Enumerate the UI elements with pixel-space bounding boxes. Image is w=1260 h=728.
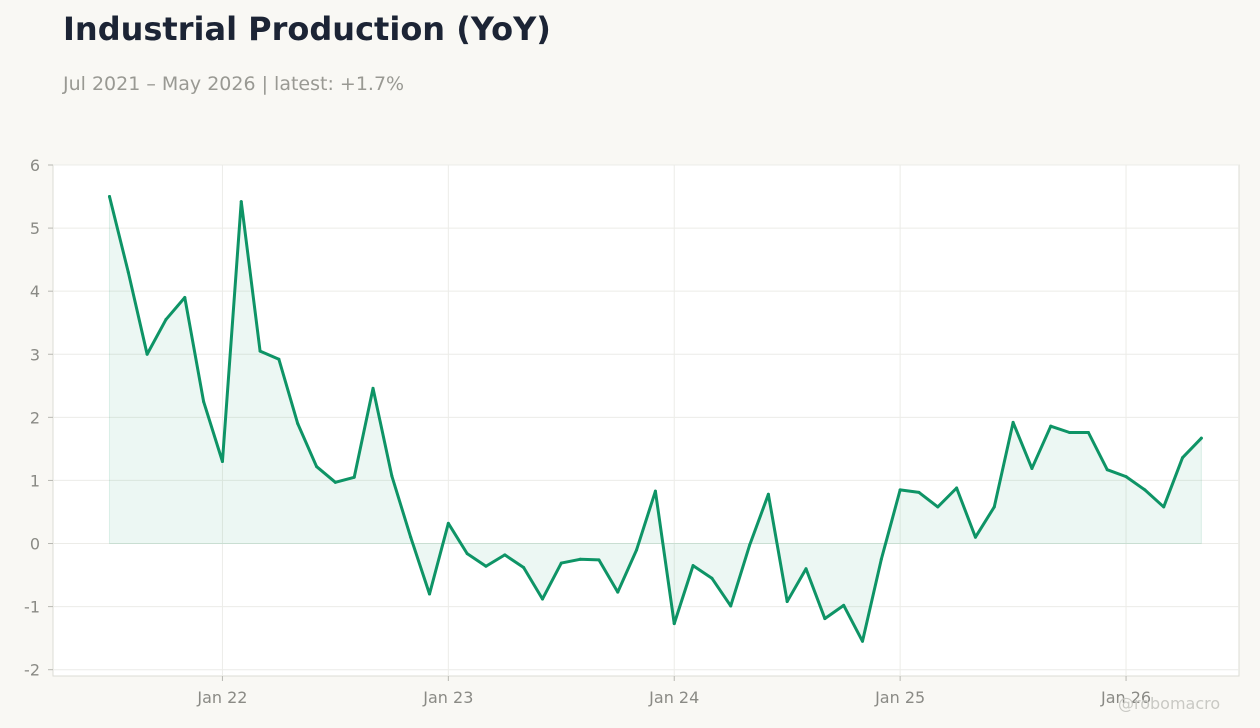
grid-lines bbox=[53, 164, 1239, 676]
series-point bbox=[860, 639, 864, 643]
series-points bbox=[107, 195, 1203, 643]
x-tick-label: Jan 22 bbox=[196, 688, 247, 707]
series-point bbox=[1124, 475, 1128, 479]
chart-subtitle: Jul 2021 – May 2026 | latest: +1.7% bbox=[63, 73, 405, 95]
series-point bbox=[578, 557, 582, 561]
series-point bbox=[333, 480, 337, 484]
series-point bbox=[465, 552, 469, 556]
series-point bbox=[145, 352, 149, 356]
series-point bbox=[428, 592, 432, 596]
series-point bbox=[1181, 456, 1185, 460]
series-point bbox=[842, 603, 846, 607]
series-point bbox=[1199, 436, 1203, 440]
series-point bbox=[1105, 468, 1109, 472]
y-tick-label: -2 bbox=[24, 661, 40, 680]
series-point bbox=[748, 543, 752, 547]
series-point bbox=[1162, 505, 1166, 509]
series-point bbox=[973, 535, 977, 539]
series-point bbox=[1143, 488, 1147, 492]
series-point bbox=[390, 474, 394, 478]
series-point bbox=[691, 564, 695, 568]
y-tick-label: 5 bbox=[30, 219, 40, 238]
series-point bbox=[484, 564, 488, 568]
series-point bbox=[277, 357, 281, 361]
series-point bbox=[635, 548, 639, 552]
series-point bbox=[597, 558, 601, 562]
series-point bbox=[1068, 430, 1072, 434]
x-axis-ticks: Jan 22 Jan 23 Jan 24 Jan 25 Jan 26 bbox=[196, 676, 1151, 707]
y-tick-label: 1 bbox=[30, 471, 40, 490]
series-point bbox=[672, 622, 676, 626]
series-point bbox=[1086, 430, 1090, 434]
series-point bbox=[710, 576, 714, 580]
series-point bbox=[955, 486, 959, 490]
series-point bbox=[559, 561, 563, 565]
watermark: @robomacro bbox=[1118, 694, 1221, 713]
series-point bbox=[522, 565, 526, 569]
y-tick-label: 0 bbox=[30, 535, 40, 554]
x-tick-label: Jan 25 bbox=[874, 688, 925, 707]
series-point bbox=[992, 505, 996, 509]
y-tick-label: 2 bbox=[30, 408, 40, 427]
series-point bbox=[202, 400, 206, 404]
x-tick-label: Jan 26 bbox=[1100, 688, 1151, 707]
series-point bbox=[352, 475, 356, 479]
series-point bbox=[1030, 466, 1034, 470]
series-point bbox=[823, 617, 827, 621]
series-point bbox=[729, 604, 733, 608]
series-point bbox=[183, 295, 187, 299]
series-point bbox=[239, 200, 243, 204]
series-point bbox=[879, 557, 883, 561]
series-point bbox=[766, 492, 770, 496]
series-point bbox=[126, 270, 130, 274]
chart-title: Industrial Production (YoY) bbox=[63, 10, 551, 48]
series-point bbox=[446, 521, 450, 525]
series-point bbox=[540, 597, 544, 601]
series-point bbox=[936, 505, 940, 509]
series-point bbox=[258, 349, 262, 353]
y-tick-label: 3 bbox=[30, 345, 40, 364]
series-point bbox=[503, 553, 507, 557]
series-point bbox=[107, 195, 111, 199]
series-point bbox=[315, 465, 319, 469]
series-point bbox=[371, 386, 375, 390]
plot-background bbox=[52, 164, 1240, 677]
series-point bbox=[785, 600, 789, 604]
series-point bbox=[804, 567, 808, 571]
y-tick-label: -1 bbox=[24, 598, 40, 617]
x-tick-label: Jan 24 bbox=[648, 688, 699, 707]
series-point bbox=[616, 590, 620, 594]
series-point bbox=[220, 460, 224, 464]
series-point bbox=[296, 422, 300, 426]
series-point bbox=[164, 318, 168, 322]
series-point bbox=[917, 490, 921, 494]
series-point bbox=[1049, 424, 1053, 428]
series-point bbox=[409, 535, 413, 539]
series-point bbox=[1011, 420, 1015, 424]
x-tick-label: Jan 23 bbox=[422, 688, 473, 707]
y-tick-label: 6 bbox=[30, 156, 40, 175]
y-axis-ticks: 6 5 4 3 2 1 0 -1 -2 bbox=[24, 156, 53, 680]
series-point bbox=[898, 488, 902, 492]
y-tick-label: 4 bbox=[30, 282, 40, 301]
series-point bbox=[653, 489, 657, 493]
